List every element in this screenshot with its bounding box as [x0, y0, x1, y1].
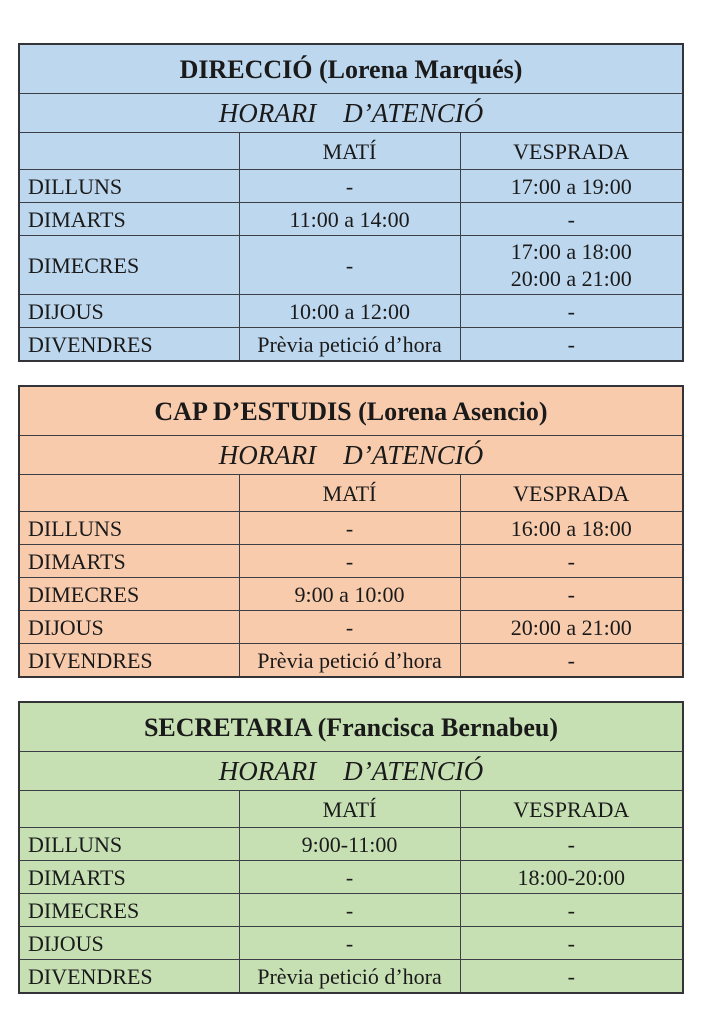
- table-row: DILLUNS 9:00-11:00 -: [18, 827, 684, 861]
- day-label: DIMARTS: [18, 544, 240, 578]
- day-label: DIMECRES: [18, 577, 240, 611]
- column-header-row: MATÍ VESPRADA: [18, 474, 684, 512]
- table-title-row: DIRECCIÓ (Lorena Marqués): [18, 43, 684, 94]
- mati-value: 11:00 a 14:00: [238, 202, 461, 236]
- vesprada-value: 20:00 a 21:00: [459, 610, 684, 644]
- table-title-row: SECRETARIA (Francisca Bernabeu): [18, 701, 684, 752]
- table-title-row: CAP D’ESTUDIS (Lorena Asencio): [18, 385, 684, 436]
- vesprada-value: -: [459, 327, 684, 362]
- table-row: DIVENDRES Prèvia petició d’hora -: [18, 959, 684, 994]
- day-label: DIMECRES: [18, 893, 240, 927]
- day-label: DILLUNS: [18, 169, 240, 203]
- column-header-vesprada: VESPRADA: [459, 132, 684, 170]
- vesprada-value: -: [459, 202, 684, 236]
- table-row: DIJOUS - 20:00 a 21:00: [18, 610, 684, 644]
- table-row: DIJOUS 10:00 a 12:00 -: [18, 294, 684, 328]
- day-label: DIMECRES: [18, 235, 240, 295]
- table-row: DILLUNS - 17:00 a 19:00: [18, 169, 684, 203]
- table-row: DIMECRES 9:00 a 10:00 -: [18, 577, 684, 611]
- mati-value: -: [238, 893, 461, 927]
- day-label: DIJOUS: [18, 926, 240, 960]
- table-row: DIVENDRES Prèvia petició d’hora -: [18, 643, 684, 678]
- table-subtitle-row: HORARI D’ATENCIÓ: [18, 435, 684, 475]
- day-label: DIJOUS: [18, 610, 240, 644]
- mati-value: -: [238, 235, 461, 295]
- mati-value: -: [238, 610, 461, 644]
- vesprada-value: 18:00-20:00: [459, 860, 684, 894]
- mati-value: -: [238, 544, 461, 578]
- table-row: DIMECRES - 17:00 a 18:00 20:00 a 21:00: [18, 235, 684, 295]
- table-subtitle-row: HORARI D’ATENCIÓ: [18, 751, 684, 791]
- mati-value: -: [238, 169, 461, 203]
- vesprada-value: 17:00 a 19:00: [459, 169, 684, 203]
- vesprada-value: -: [459, 827, 684, 861]
- day-label: DIMARTS: [18, 860, 240, 894]
- vesprada-value: -: [459, 544, 684, 578]
- day-label: DIMARTS: [18, 202, 240, 236]
- vesprada-value: -: [459, 926, 684, 960]
- column-header-mati: MATÍ: [238, 790, 461, 828]
- schedule-table-cap-destudis: CAP D’ESTUDIS (Lorena Asencio) HORARI D’…: [18, 385, 684, 678]
- column-header-vesprada: VESPRADA: [459, 790, 684, 828]
- column-header-vesprada: VESPRADA: [459, 474, 684, 512]
- table-subtitle: HORARI D’ATENCIÓ: [18, 93, 684, 133]
- table-row: DILLUNS - 16:00 a 18:00: [18, 511, 684, 545]
- column-header-empty: [18, 790, 240, 828]
- table-subtitle: HORARI D’ATENCIÓ: [18, 435, 684, 475]
- mati-value: Prèvia petició d’hora: [238, 959, 461, 994]
- table-subtitle-row: HORARI D’ATENCIÓ: [18, 93, 684, 133]
- table-row: DIJOUS - -: [18, 926, 684, 960]
- table-row: DIMARTS 11:00 a 14:00 -: [18, 202, 684, 236]
- column-header-empty: [18, 474, 240, 512]
- vesprada-value: -: [459, 893, 684, 927]
- vesprada-value: 16:00 a 18:00: [459, 511, 684, 545]
- column-header-row: MATÍ VESPRADA: [18, 132, 684, 170]
- day-label: DILLUNS: [18, 827, 240, 861]
- mati-value: 9:00-11:00: [238, 827, 461, 861]
- vesprada-value: -: [459, 643, 684, 678]
- mati-value: Prèvia petició d’hora: [238, 327, 461, 362]
- day-label: DIJOUS: [18, 294, 240, 328]
- day-label: DIVENDRES: [18, 959, 240, 994]
- mati-value: -: [238, 926, 461, 960]
- vesprada-value: -: [459, 577, 684, 611]
- schedule-table-secretaria: SECRETARIA (Francisca Bernabeu) HORARI D…: [18, 701, 685, 994]
- schedule-table-direccio: DIRECCIÓ (Lorena Marqués) HORARI D’ATENC…: [18, 43, 684, 362]
- mati-value: -: [238, 860, 461, 894]
- column-header-mati: MATÍ: [238, 132, 461, 170]
- vesprada-value: 17:00 a 18:00 20:00 a 21:00: [459, 235, 684, 295]
- column-header-mati: MATÍ: [238, 474, 461, 512]
- day-label: DIVENDRES: [18, 643, 240, 678]
- day-label: DILLUNS: [18, 511, 240, 545]
- mati-value: Prèvia petició d’hora: [238, 643, 461, 678]
- table-subtitle: HORARI D’ATENCIÓ: [18, 751, 684, 791]
- mati-value: 9:00 a 10:00: [238, 577, 461, 611]
- table-row: DIMECRES - -: [18, 893, 684, 927]
- table-row: DIMARTS - -: [18, 544, 684, 578]
- mati-value: -: [238, 511, 461, 545]
- table-title: CAP D’ESTUDIS (Lorena Asencio): [18, 385, 684, 436]
- table-title: DIRECCIÓ (Lorena Marqués): [18, 43, 684, 94]
- column-header-row: MATÍ VESPRADA: [18, 790, 684, 828]
- vesprada-value: -: [459, 959, 684, 994]
- table-row: DIVENDRES Prèvia petició d’hora -: [18, 327, 684, 362]
- day-label: DIVENDRES: [18, 327, 240, 362]
- table-title: SECRETARIA (Francisca Bernabeu): [18, 701, 684, 752]
- table-row: DIMARTS - 18:00-20:00: [18, 860, 684, 894]
- column-header-empty: [18, 132, 240, 170]
- mati-value: 10:00 a 12:00: [238, 294, 461, 328]
- vesprada-value: -: [459, 294, 684, 328]
